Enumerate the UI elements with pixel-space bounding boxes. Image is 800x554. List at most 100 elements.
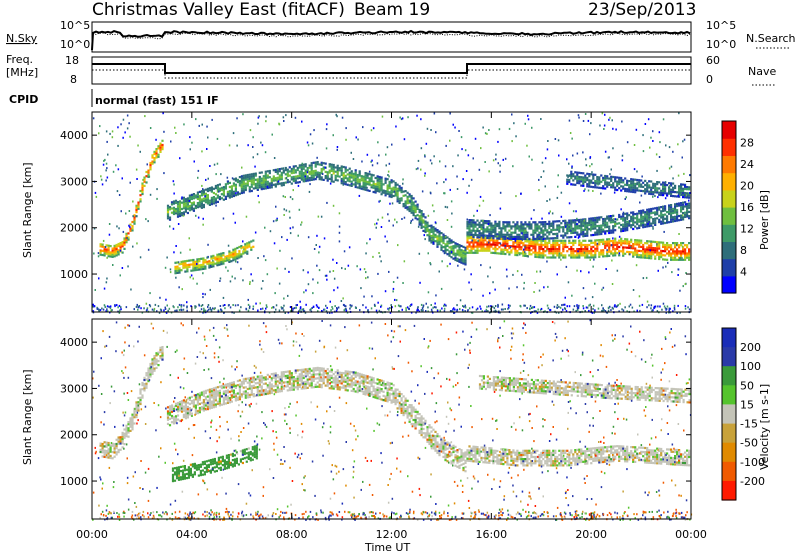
echo-cell <box>680 191 683 194</box>
scatter-cell <box>359 268 362 271</box>
scatter-cell <box>444 192 446 195</box>
echo-cell <box>256 182 259 185</box>
echo-cell <box>688 202 691 205</box>
ground-cell <box>684 307 687 310</box>
echo-cell <box>109 255 112 258</box>
scatter-cell <box>419 281 421 284</box>
scatter-cell <box>652 130 654 133</box>
echo-cell <box>260 185 263 189</box>
echo-cell <box>340 169 343 172</box>
echo-cell <box>642 243 645 247</box>
echo-cell <box>648 216 651 219</box>
echo-cell <box>210 188 213 191</box>
echo-cell <box>282 181 285 185</box>
echo-cell <box>630 240 633 243</box>
echo-cell <box>200 206 203 209</box>
echo-cell <box>558 239 561 242</box>
echo-cell <box>328 177 331 180</box>
echo-cell <box>125 435 128 438</box>
echo-cell <box>604 226 607 229</box>
echo-cell <box>636 253 639 256</box>
scatter-cell <box>432 306 434 309</box>
echo-cell <box>145 374 148 377</box>
ground-cell <box>158 311 161 314</box>
scatter-cell <box>520 192 522 195</box>
echo-cell <box>476 223 479 226</box>
echo-cell <box>137 396 140 400</box>
scatter-cell <box>547 307 550 310</box>
echo-cell <box>524 252 527 255</box>
scatter-cell <box>263 255 265 258</box>
echo-cell <box>474 239 477 242</box>
echo-cell <box>562 245 565 249</box>
echo-cell <box>406 206 409 209</box>
echo-cell <box>204 398 207 401</box>
echo-cell <box>686 202 689 206</box>
echo-cell <box>676 254 679 257</box>
echo-cell <box>157 364 160 367</box>
ground-cell <box>493 307 496 310</box>
scatter-cell <box>177 223 180 225</box>
scatter-cell <box>232 212 235 215</box>
echo-cell <box>610 229 613 232</box>
echo-cell <box>232 385 235 388</box>
ground-cell <box>330 309 332 312</box>
echo-cell <box>500 231 503 234</box>
scatter-cell <box>303 180 306 183</box>
echo-cell <box>334 166 337 169</box>
echo-cell <box>684 201 687 204</box>
echo-cell <box>115 444 118 448</box>
scatter-cell <box>565 225 567 228</box>
echo-cell <box>127 421 130 424</box>
echo-cell <box>508 245 511 248</box>
ground-cell <box>416 309 418 312</box>
echo-cell <box>570 227 573 230</box>
echo-cell <box>648 244 651 247</box>
scatter-cell <box>112 170 115 173</box>
echo-cell <box>274 183 277 186</box>
scatter-cell <box>564 296 566 299</box>
echo-cell <box>101 249 104 252</box>
echo-cell <box>588 217 591 220</box>
scatter-cell <box>117 126 119 129</box>
echo-cell <box>123 436 126 439</box>
echo-cell <box>230 253 233 256</box>
echo-cell <box>452 247 455 250</box>
echo-cell <box>506 225 509 228</box>
echo-cell <box>352 177 355 180</box>
echo-cell <box>404 194 407 197</box>
echo-cell <box>238 383 241 386</box>
echo-cell <box>206 187 209 190</box>
echo-cell <box>638 218 641 221</box>
echo-band-echo-d <box>466 235 691 261</box>
echo-cell <box>420 222 423 225</box>
echo-cell <box>526 233 529 236</box>
echo-cell <box>159 150 162 153</box>
echo-cell <box>522 223 525 226</box>
scatter-cell <box>276 267 278 270</box>
scatter-cell <box>265 115 267 118</box>
scatter-cell <box>301 221 303 224</box>
echo-cell <box>672 256 675 259</box>
echo-cell <box>434 240 437 243</box>
echo-cell <box>594 223 597 226</box>
echo-cell <box>530 227 533 230</box>
scatter-cell <box>426 127 429 130</box>
scatter-cell <box>508 127 511 130</box>
scatter-cell <box>219 280 221 282</box>
echo-cell <box>582 224 585 227</box>
echo-cell <box>109 446 112 449</box>
echo-cell <box>498 235 501 238</box>
echo-cell <box>572 239 575 242</box>
echo-cell <box>578 235 581 238</box>
echo-cell <box>352 183 355 186</box>
echo-cell <box>578 182 581 185</box>
scatter-cell <box>526 144 528 147</box>
echo-cell <box>572 221 575 224</box>
echo-cell <box>666 211 669 214</box>
echo-cell <box>440 240 443 243</box>
echo-cell <box>514 231 517 234</box>
echo-cell <box>224 259 227 262</box>
echo-cell <box>404 204 407 207</box>
echo-cell <box>588 250 591 253</box>
